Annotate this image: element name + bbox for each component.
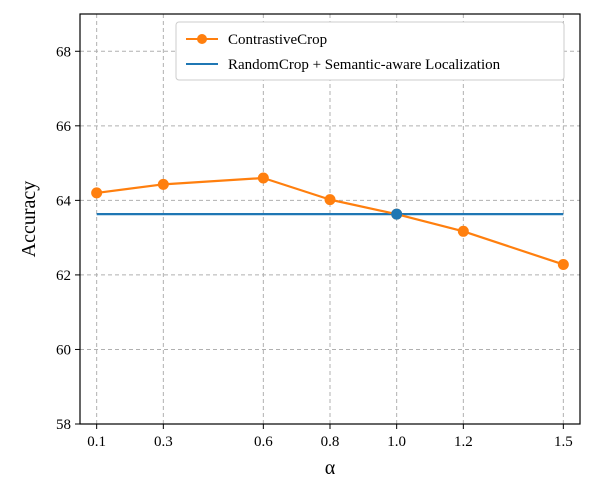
data-point-contrastivecrop-0-1 — [91, 187, 103, 199]
x-tick-label-0-1: 0.1 — [87, 434, 106, 450]
intersection-marker-0 — [391, 208, 403, 220]
y-tick-label-60: 60 — [56, 342, 71, 358]
y-tick-label-66: 66 — [56, 119, 72, 135]
data-point-contrastivecrop-0-3 — [157, 178, 169, 190]
x-tick-label-0-8: 0.8 — [321, 434, 340, 450]
legend-label-contrastivecrop: ContrastiveCrop — [228, 32, 327, 48]
y-tick-label-62: 62 — [56, 268, 71, 284]
legend-box — [175, 21, 565, 81]
data-point-contrastivecrop-1-2 — [457, 225, 469, 237]
x-tick-label-1-5: 1.5 — [554, 434, 573, 450]
data-point-contrastivecrop-1-5 — [557, 258, 569, 270]
series-layer — [91, 172, 569, 270]
x-axis-label: α — [325, 457, 336, 479]
x-tick-label-1-2: 1.2 — [454, 434, 473, 450]
x-tick-label-0-6: 0.6 — [254, 434, 273, 450]
legend: ContrastiveCrop RandomCrop + Semantic-aw… — [175, 21, 565, 81]
x-axis: 0.1 0.3 0.6 0.8 1.0 1.2 1.5 — [87, 424, 573, 450]
y-axis: 58 60 62 64 66 68 — [56, 44, 80, 433]
x-tick-label-1-0: 1.0 — [387, 434, 406, 450]
data-point-contrastivecrop-0-6 — [257, 172, 269, 184]
y-tick-label-68: 68 — [56, 44, 71, 60]
x-tick-label-0-3: 0.3 — [154, 434, 173, 450]
y-tick-label-58: 58 — [56, 417, 71, 433]
data-point-contrastivecrop-0-8 — [324, 194, 336, 206]
legend-marker-contrastivecrop — [197, 34, 207, 44]
y-axis-label: Accuracy — [18, 181, 40, 258]
y-tick-label-64: 64 — [56, 193, 72, 209]
legend-label-randomcrop: RandomCrop + Semantic-aware Localization — [228, 57, 501, 73]
